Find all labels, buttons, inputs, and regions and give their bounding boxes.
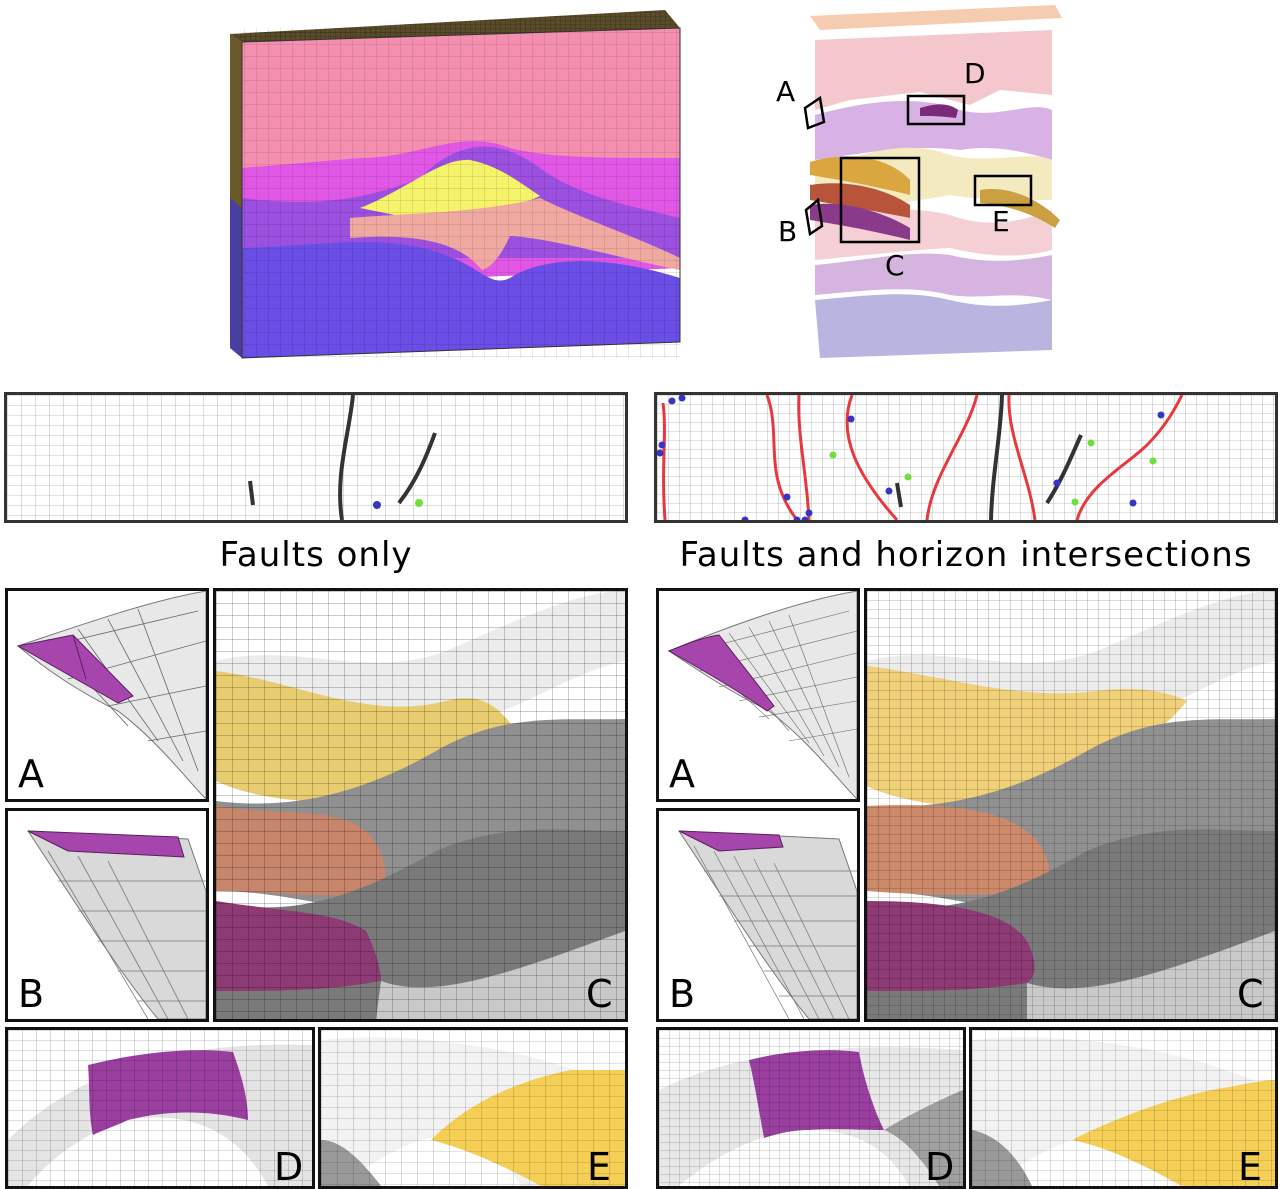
panel-label-b-left: B [18,972,45,1016]
overview-label-c: C [885,249,905,282]
panel-label-a-right: A [669,752,695,796]
overview-label-a: A [776,75,796,108]
detail-panel-c-right: C [864,588,1278,1022]
detail-panel-d-right: D [656,1027,966,1189]
mesh-strip-faults-horizons [654,392,1278,523]
overview-box-c [839,156,921,244]
overview-box-b [804,197,824,237]
caption-faults-horizons: Faults and horizon intersections [679,535,1253,575]
overview-box-a [803,95,826,130]
detail-panel-a-left: A [5,588,209,802]
point-green [415,499,423,507]
detail-panel-b-right: B [656,808,860,1022]
exploded-horizons-view [803,5,1062,358]
overview-label-b: B [778,215,798,248]
panel-label-e-left: E [587,1145,612,1189]
overview-box-d [906,94,966,126]
mesh-strip-faults-only [4,392,628,523]
point-blue [373,501,381,509]
panel-label-b-right: B [669,972,696,1016]
layered-block-model [230,10,681,359]
panel-label-e-right: E [1238,1145,1263,1189]
detail-panel-e-right: E [969,1027,1278,1189]
panel-label-d-right: D [925,1145,955,1189]
overview-label-d: D [964,57,986,90]
panel-label-a-left: A [18,752,44,796]
detail-panel-d-left: D [5,1027,315,1189]
caption-faults-only: Faults only [219,535,413,575]
overview-box-e [973,174,1033,207]
detail-panel-c-left: C [213,588,628,1022]
panel-label-c-right: C [1237,972,1264,1016]
panel-label-c-left: C [586,972,613,1016]
detail-panel-e-left: E [318,1027,628,1189]
detail-panel-a-right: A [656,588,860,802]
panel-label-d-left: D [274,1145,304,1189]
overview-label-e: E [992,205,1010,238]
detail-panel-b-left: B [5,808,209,1022]
